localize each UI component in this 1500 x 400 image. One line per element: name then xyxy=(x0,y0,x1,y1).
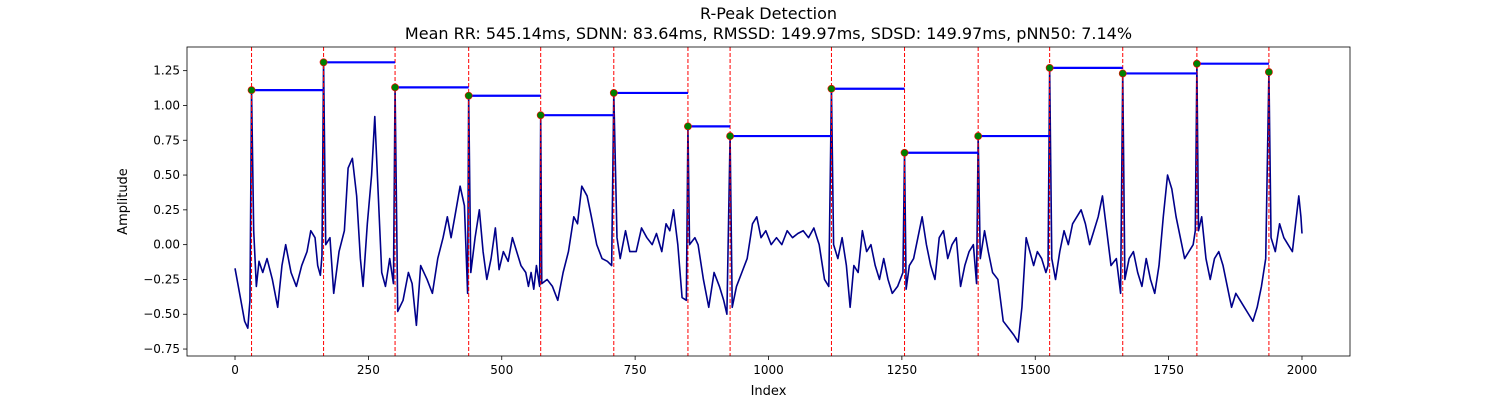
y-axis-label: Amplitude xyxy=(116,168,131,235)
x-tick-label: 2000 xyxy=(1287,363,1318,377)
r-peak-marker-1 xyxy=(247,86,256,95)
y-tick-label: 0.50 xyxy=(153,168,180,182)
r-peak-marker-11 xyxy=(974,132,983,140)
rr-segments-layer xyxy=(251,61,1269,154)
ecg-signal-line xyxy=(234,61,1303,343)
r-peak-marker-6 xyxy=(609,89,618,97)
y-tick-label: −0.25 xyxy=(143,272,180,286)
y-tick-label: 0.00 xyxy=(153,238,180,252)
y-tick-label: −0.75 xyxy=(143,342,180,356)
r-peak-marker-7 xyxy=(684,122,692,131)
x-tick-label: 1250 xyxy=(887,363,918,377)
r-peak-marker-14 xyxy=(1192,59,1201,68)
x-tick-label: 1000 xyxy=(753,363,784,377)
y-tick-label: 1.00 xyxy=(153,98,180,112)
r-peak-marker-10 xyxy=(900,148,909,157)
chart-title: R-Peak Detection xyxy=(700,4,837,23)
chart-subtitle: Mean RR: 545.14ms, SDNN: 83.64ms, RMSSD:… xyxy=(405,24,1132,43)
x-tick-label: 0 xyxy=(231,363,239,377)
r-peak-marker-12 xyxy=(1045,63,1054,72)
r-peak-marker-15 xyxy=(1265,68,1273,76)
signal-layer xyxy=(234,61,1303,343)
y-tick-label: 0.75 xyxy=(153,133,180,147)
x-tick-label: 750 xyxy=(624,363,647,377)
peak-markers-layer xyxy=(247,58,1273,157)
x-tick-label: 250 xyxy=(357,363,380,377)
r-peak-marker-3 xyxy=(391,83,399,92)
x-tick-label: 500 xyxy=(490,363,513,377)
y-tick-label: 1.25 xyxy=(153,64,180,78)
r-peak-marker-9 xyxy=(827,84,836,93)
x-tick-label: 1750 xyxy=(1153,363,1184,377)
x-tick-label: 1500 xyxy=(1020,363,1051,377)
r-peak-marker-8 xyxy=(726,132,734,140)
plot-area xyxy=(234,47,1303,356)
x-axis-label: Index xyxy=(751,384,787,399)
y-tick-label: −0.50 xyxy=(143,307,180,321)
r-peak-marker-2 xyxy=(319,58,328,67)
y-axis-ticks: −0.75 −0.50 −0.25 0.00 0.25 0.50 0.75 1.00 1.25 xyxy=(143,64,187,356)
y-tick-label: 0.25 xyxy=(153,203,180,217)
r-peak-marker-5 xyxy=(536,111,545,120)
r-peak-marker-13 xyxy=(1118,69,1127,78)
x-axis-ticks: 0 250 500 750 1000 1250 1500 1750 2000 xyxy=(231,356,1317,377)
r-peak-marker-4 xyxy=(464,91,473,100)
